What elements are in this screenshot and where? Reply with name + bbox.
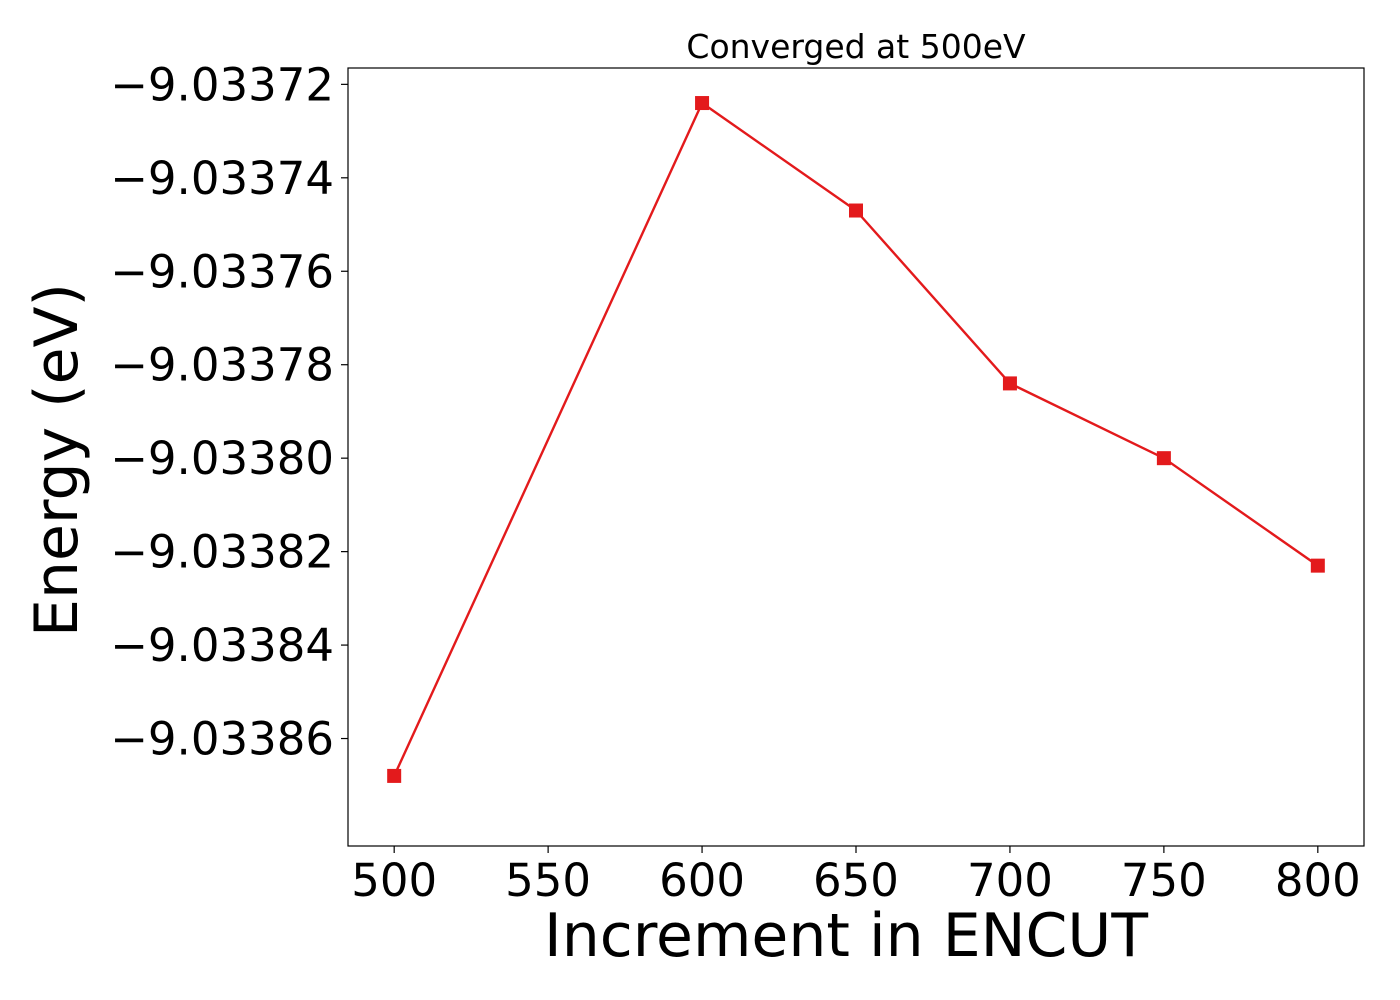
series-layer <box>387 96 1325 783</box>
y-tick-label: −9.03372 <box>110 58 334 111</box>
x-tick-label: 800 <box>1275 854 1361 907</box>
y-axis-title: Energy (eV) <box>22 283 92 637</box>
data-point-marker <box>1156 451 1171 466</box>
chart-title: Converged at 500eV <box>686 27 1026 66</box>
x-axis-title: Increment in ENCUT <box>544 901 1148 971</box>
y-tick-label: −9.03376 <box>110 245 334 298</box>
y-tick-label: −9.03380 <box>110 432 334 485</box>
x-tick-label: 700 <box>967 854 1053 907</box>
data-point-marker <box>695 96 710 111</box>
x-axis-ticks: 500 550 600 650 700 750 800 <box>351 846 1361 907</box>
y-tick-label: −9.03384 <box>110 619 334 672</box>
data-point-marker <box>1002 376 1017 391</box>
x-tick-label: 600 <box>659 854 745 907</box>
x-tick-label: 500 <box>351 854 437 907</box>
y-tick-label: −9.03382 <box>110 526 334 579</box>
data-point-marker <box>1310 558 1325 573</box>
data-point-marker <box>849 203 863 218</box>
y-axis-ticks: −9.03372 −9.03374 −9.03376 −9.03378 −9.03380… <box>110 58 348 766</box>
y-tick-label: −9.03386 <box>110 713 334 766</box>
x-tick-label: 550 <box>505 854 591 907</box>
x-tick-label: 650 <box>813 854 899 907</box>
data-point-marker <box>387 768 402 783</box>
plot-frame <box>347 67 1365 847</box>
x-tick-label: 750 <box>1121 854 1207 907</box>
y-tick-label: −9.03378 <box>110 339 334 392</box>
y-tick-label: −9.03374 <box>110 152 334 205</box>
series-line <box>393 101 1319 777</box>
